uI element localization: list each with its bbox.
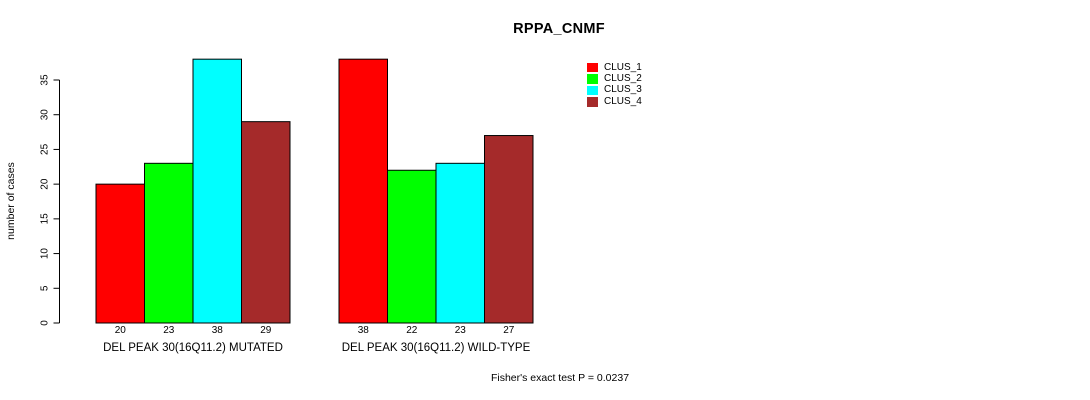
group-label: DEL PEAK 30(16Q11.2) WILD-TYPE bbox=[342, 342, 531, 354]
y-tick-label: 15 bbox=[40, 213, 51, 225]
chart-title: RPPA_CNMF bbox=[513, 21, 605, 37]
bar-value-label: 22 bbox=[406, 325, 418, 336]
legend-label: CLUS_1 bbox=[604, 61, 642, 73]
bar-value-label: 23 bbox=[455, 325, 467, 336]
bar bbox=[338, 58, 388, 324]
y-tick-label: 10 bbox=[40, 248, 51, 260]
bar-value-label: 23 bbox=[163, 325, 175, 336]
y-tick-label: 25 bbox=[40, 143, 51, 155]
bar bbox=[484, 135, 534, 324]
legend-label: CLUS_3 bbox=[604, 84, 642, 96]
legend-item: CLUS_3 bbox=[587, 85, 642, 96]
legend-swatch bbox=[587, 97, 598, 107]
bar-value-label: 29 bbox=[260, 325, 272, 336]
legend-swatch bbox=[587, 85, 598, 96]
bar bbox=[435, 162, 485, 324]
group-label: DEL PEAK 30(16Q11.2) MUTATED bbox=[103, 342, 283, 354]
bar bbox=[144, 162, 194, 324]
legend-label: CLUS_4 bbox=[604, 95, 642, 107]
bar-value-label: 20 bbox=[115, 325, 127, 336]
statistical-annotation: Fisher's exact test P = 0.0237 bbox=[490, 372, 630, 384]
bar-value-label: 38 bbox=[358, 325, 370, 336]
legend-item: CLUS_4 bbox=[587, 96, 642, 107]
legend-item: CLUS_1 bbox=[587, 62, 642, 73]
bar bbox=[387, 169, 437, 324]
bar-value-label: 27 bbox=[503, 325, 515, 336]
y-tick-label: 20 bbox=[40, 178, 51, 190]
y-tick-label: 5 bbox=[40, 285, 51, 291]
legend-label: CLUS_2 bbox=[604, 73, 642, 85]
bar bbox=[192, 58, 242, 324]
legend-swatch bbox=[587, 74, 598, 84]
y-tick-label: 30 bbox=[40, 109, 51, 121]
bar-value-label: 38 bbox=[212, 325, 224, 336]
legend-swatch bbox=[587, 62, 598, 73]
legend-item: CLUS_2 bbox=[587, 73, 642, 84]
bar bbox=[241, 121, 291, 324]
y-tick-label: 35 bbox=[40, 74, 51, 86]
legend: CLUS_1 CLUS_2 CLUS_3 CLUS_4 bbox=[587, 62, 642, 108]
bar bbox=[95, 183, 145, 324]
y-tick-label: 0 bbox=[40, 320, 51, 326]
